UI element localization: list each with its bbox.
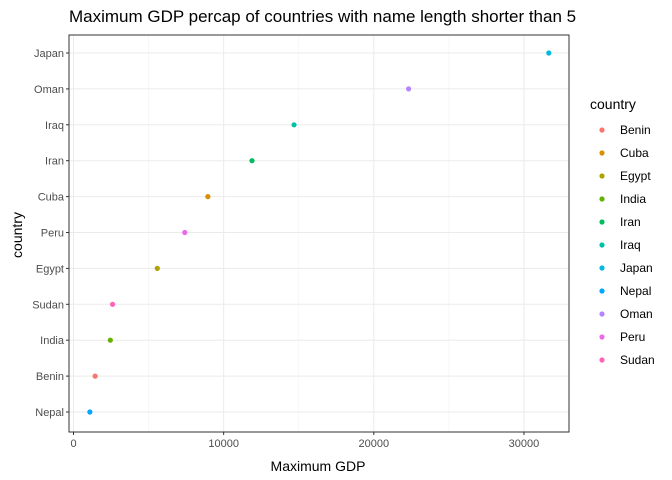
legend-key-sudan — [599, 357, 605, 363]
legend: country Benin Cuba Egypt India Iran Iraq Japan… — [590, 96, 655, 367]
y-tick-label: Cuba — [38, 192, 65, 204]
x-tick-label: 0 — [70, 438, 76, 450]
legend-key-iran — [599, 219, 605, 225]
legend-key-cuba — [599, 150, 605, 156]
legend-label-japan: Japan — [620, 261, 653, 275]
legend-label-iran: Iran — [620, 215, 641, 229]
legend-label-peru: Peru — [620, 330, 645, 344]
plot-panel-border — [68, 34, 570, 433]
x-tick-label: 10000 — [208, 438, 239, 450]
legend-key-oman — [599, 311, 605, 317]
data-point-india — [107, 337, 113, 343]
y-tick-label: Oman — [34, 84, 64, 96]
y-tick-label: Benin — [36, 371, 64, 383]
data-point-egypt — [154, 265, 160, 271]
legend-key-japan — [599, 265, 605, 271]
data-point-japan — [546, 50, 552, 56]
data-points — [87, 50, 552, 415]
legend-key-peru — [599, 334, 605, 340]
chart-title: Maximum GDP percap of countries with nam… — [69, 7, 576, 26]
x-axis-title: Maximum GDP — [271, 458, 366, 474]
legend-key-iraq — [599, 242, 605, 248]
data-point-sudan — [109, 301, 116, 307]
y-axis: Nepal Benin India Sudan Egypt Peru Cuba Iran Ira… — [32, 48, 69, 419]
data-point-oman — [405, 86, 412, 92]
legend-label-egypt: Egypt — [620, 169, 651, 183]
legend-key-benin — [599, 127, 605, 133]
data-point-iran — [249, 158, 255, 164]
y-tick-label: Iran — [45, 156, 64, 168]
legend-label-nepal: Nepal — [620, 284, 651, 298]
legend-label-iraq: Iraq — [620, 238, 641, 252]
legend-items: Benin Cuba Egypt India Iran Iraq Japan Nepal Oma… — [599, 123, 655, 367]
data-point-nepal — [87, 409, 93, 415]
legend-label-cuba: Cuba — [620, 146, 649, 160]
data-point-iraq — [291, 122, 297, 128]
legend-title: country — [590, 96, 636, 112]
legend-label-oman: Oman — [620, 307, 653, 321]
legend-key-india — [599, 196, 605, 202]
y-axis-title: country — [9, 212, 25, 258]
x-tick-label: 20000 — [359, 438, 390, 450]
legend-key-egypt — [599, 173, 605, 179]
y-tick-label: Japan — [34, 48, 64, 60]
y-tick-label: India — [40, 335, 65, 347]
y-tick-label: Peru — [41, 228, 64, 240]
data-point-peru — [182, 229, 188, 236]
y-tick-label: Nepal — [35, 407, 64, 419]
legend-key-nepal — [599, 288, 605, 294]
data-point-cuba — [205, 194, 211, 200]
y-tick-label: Sudan — [32, 299, 64, 311]
data-point-benin — [92, 373, 98, 379]
grid — [69, 35, 569, 432]
y-tick-label: Egypt — [36, 263, 64, 275]
y-tick-label: Iraq — [45, 120, 64, 132]
x-axis: 0 10000 20000 30000 — [70, 432, 539, 450]
legend-label-sudan: Sudan — [620, 353, 655, 367]
x-tick-label: 30000 — [509, 438, 540, 450]
legend-label-benin: Benin — [620, 123, 651, 137]
legend-label-india: India — [620, 192, 646, 206]
